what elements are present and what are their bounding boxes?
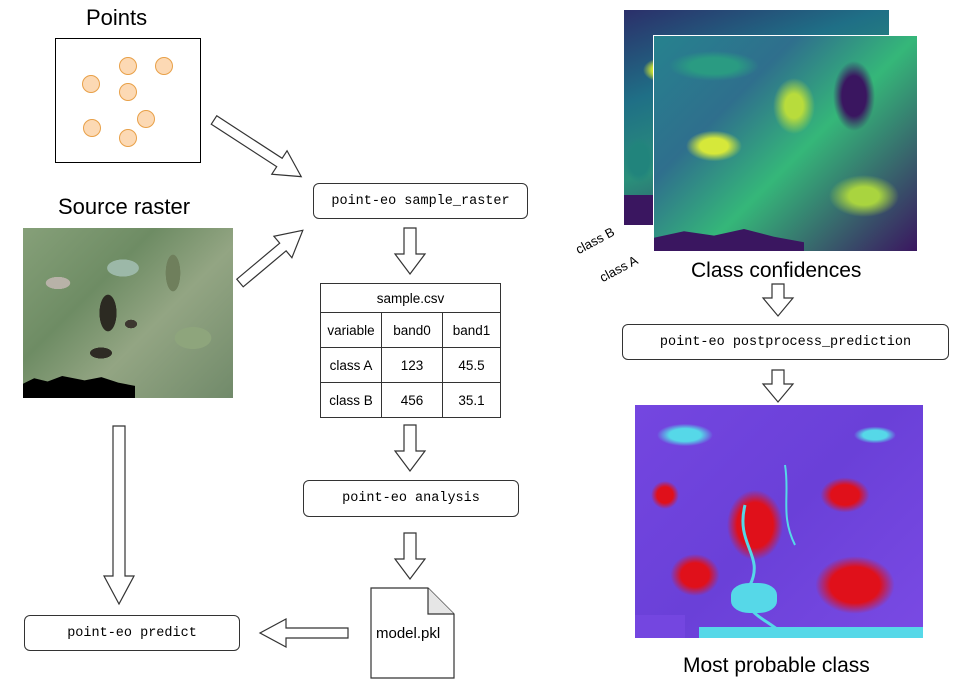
- class-confidences-title: Class confidences: [691, 259, 862, 282]
- csv-cell: 123: [381, 347, 443, 383]
- table-row: variable band0 band1: [320, 312, 501, 348]
- csv-cell: 45.5: [442, 347, 501, 383]
- class-map-bay: [731, 583, 777, 613]
- arrow-postprocess-to-map: [761, 369, 795, 403]
- sample-point: [83, 119, 101, 137]
- arrow-csv-to-analysis: [393, 424, 427, 472]
- sample-point: [119, 83, 137, 101]
- confidence-layer-b-edge: [624, 195, 654, 225]
- predict-command: point-eo predict: [24, 615, 240, 651]
- csv-header-cell: band0: [381, 312, 443, 348]
- class-map-bottom-cyan: [699, 627, 923, 638]
- points-box: [55, 38, 201, 163]
- csv-cell: 35.1: [442, 382, 501, 418]
- most-probable-class-map: [635, 405, 923, 638]
- arrow-points-to-sample: [210, 114, 303, 178]
- csv-cell: class B: [320, 382, 382, 418]
- table-row: class B 456 35.1: [320, 382, 501, 418]
- analysis-command: point-eo analysis: [303, 480, 519, 517]
- arrow-analysis-to-model: [393, 532, 427, 580]
- csv-filename: sample.csv: [320, 283, 501, 313]
- sample-point: [82, 75, 100, 93]
- confidence-layer-a: [653, 35, 918, 252]
- sample-raster-command: point-eo sample_raster: [313, 183, 528, 219]
- model-file-label: model.pkl: [376, 625, 441, 642]
- source-raster-image: [23, 228, 233, 398]
- most-probable-class-title: Most probable class: [683, 654, 870, 677]
- source-raster-title: Source raster: [58, 194, 191, 219]
- points-title: Points: [86, 5, 148, 30]
- sample-csv-table: sample.csv variable band0 band1 class A …: [320, 283, 501, 418]
- postprocess-command: point-eo postprocess_prediction: [622, 324, 949, 360]
- raster-water: [23, 376, 135, 398]
- csv-header-cell: band1: [442, 312, 501, 348]
- sample-point: [137, 110, 155, 128]
- csv-cell: class A: [320, 347, 382, 383]
- arrow-model-to-predict: [258, 617, 349, 649]
- table-row: class A 123 45.5: [320, 347, 501, 383]
- arrow-raster-to-predict: [102, 425, 136, 606]
- arrow-sample-to-csv: [393, 227, 427, 275]
- sample-point: [119, 57, 137, 75]
- class-map-bottom-purple: [635, 615, 685, 638]
- model-file-icon: [370, 587, 455, 679]
- sample-point: [119, 129, 137, 147]
- sample-point: [155, 57, 173, 75]
- arrow-raster-to-sample: [235, 229, 304, 288]
- arrow-confidences-to-postprocess: [761, 283, 795, 317]
